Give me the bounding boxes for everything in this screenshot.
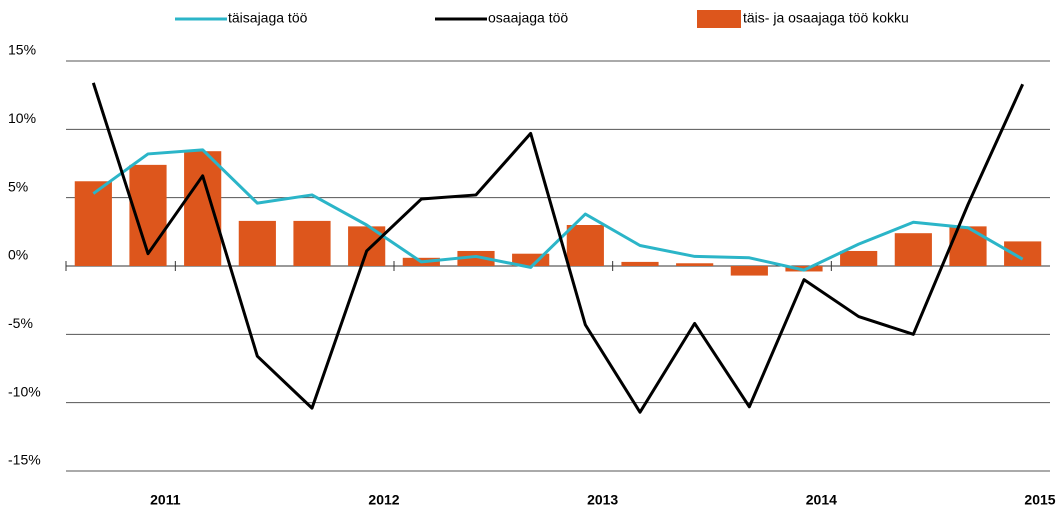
- y-tick-label: 15%: [8, 42, 36, 58]
- y-tick-label: 0%: [8, 247, 28, 263]
- bar: [840, 250, 878, 266]
- x-tick-label: 2012: [368, 492, 399, 508]
- bar: [1004, 241, 1042, 266]
- y-tick-label: -5%: [8, 315, 33, 331]
- bar: [238, 220, 276, 266]
- legend-swatch: [697, 10, 741, 28]
- legend-label: täisajaga töö: [228, 10, 308, 26]
- bar: [730, 266, 768, 276]
- bar: [566, 225, 604, 266]
- x-tick-label: 2013: [587, 492, 618, 508]
- x-tick-label: 2011: [150, 492, 181, 508]
- x-tick-label: 2014: [806, 492, 837, 508]
- bar: [184, 151, 222, 266]
- bar: [676, 263, 714, 266]
- line: [91, 82, 1025, 414]
- y-tick-label: -10%: [8, 383, 41, 399]
- legend-label: täis- ja osaajaga töö kokku: [743, 10, 909, 26]
- bar: [457, 250, 495, 266]
- legend-label: osaajaga töö: [488, 10, 568, 26]
- y-tick-label: 10%: [8, 110, 36, 126]
- y-tick-label: -15%: [8, 452, 41, 468]
- bar: [293, 220, 331, 266]
- bar: [74, 181, 112, 266]
- line: [92, 148, 1024, 272]
- bar: [621, 261, 659, 266]
- y-tick-label: 5%: [8, 178, 28, 194]
- bar: [894, 233, 932, 266]
- x-tick-label: 2015: [1024, 492, 1055, 508]
